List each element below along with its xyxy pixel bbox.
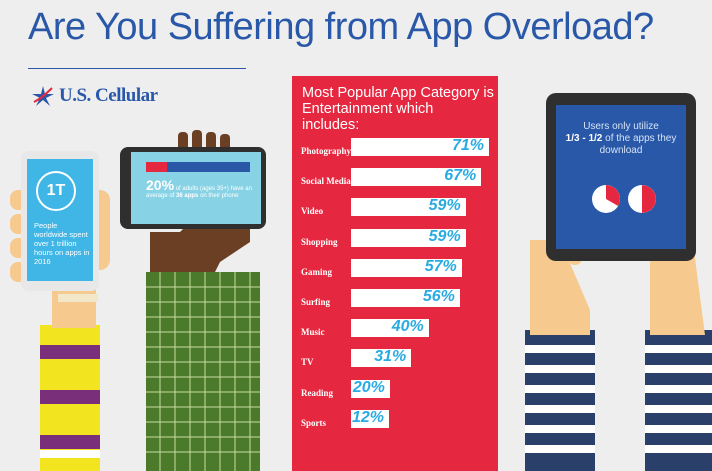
bar-row: Music 40% — [292, 318, 498, 349]
middle-phone-screen: 20% of adults (ages 35+) have an average… — [131, 152, 261, 224]
value-label: 57% — [424, 257, 457, 275]
bar-row: Video 59% — [292, 197, 498, 228]
bar: 57% — [351, 257, 462, 277]
category-label: Photography — [301, 146, 352, 156]
logo: U.S. Cellular — [30, 84, 158, 108]
bar: 12% — [351, 408, 389, 428]
category-label: Surfing — [301, 297, 331, 307]
value-label: 71% — [451, 137, 484, 154]
category-label: Video — [301, 206, 324, 217]
left-phone-stat: People worldwide spent over 1 trillion h… — [34, 221, 90, 266]
chart-title: Most Popular App Category is Entertainme… — [302, 85, 494, 133]
bar-row: Surfing 56% — [292, 288, 498, 319]
bar-row: Photography 71% — [292, 137, 498, 168]
star-logo-icon — [32, 86, 54, 106]
tablet-line1: Users only utilize — [583, 121, 659, 132]
adults-text-after: on their phone — [200, 193, 239, 199]
page-title: Are You Suffering from App Overload? — [28, 6, 654, 48]
middle-phone: 20% of adults (ages 35+) have an average… — [120, 147, 266, 229]
value-label: 59% — [428, 227, 461, 245]
bar: 40% — [351, 318, 429, 338]
title-divider — [28, 68, 246, 69]
pie-slice — [606, 185, 620, 206]
bar-row: Gaming 57% — [292, 257, 498, 289]
category-label: Sports — [301, 417, 327, 428]
bar-row: Shopping 59% — [292, 227, 498, 259]
category-label: Music — [301, 327, 325, 338]
right-tablet: Users only utilize 1/3 - 1/2 of the apps… — [546, 93, 696, 261]
apps-count: 36 apps — [176, 193, 199, 199]
pie-slice — [642, 185, 656, 213]
adults-text-before: of adults (ages 35+) have an average of — [146, 186, 252, 199]
adults-percent: 20% — [146, 177, 175, 193]
bar: 31% — [351, 348, 412, 368]
value-label: 67% — [444, 167, 477, 185]
pie-half — [628, 185, 656, 213]
left-phone: 1T People worldwide spent over 1 trillio… — [21, 151, 99, 291]
value-label: 40% — [391, 318, 424, 336]
pie-third — [592, 185, 620, 213]
bar-row: Sports 12% — [292, 408, 498, 440]
bar-row: TV 31% — [292, 348, 498, 379]
logo-text: U.S. Cellular — [59, 85, 158, 106]
category-label: Social Media — [301, 176, 351, 187]
usage-fraction: 1/3 - 1/2 — [565, 133, 603, 144]
bar: 56% — [351, 288, 460, 307]
tablet-line2: of the apps they download — [599, 133, 677, 156]
adults-progress-fill — [146, 162, 167, 172]
category-label: TV — [301, 357, 314, 368]
middle-phone-stat: 20% of adults (ages 35+) have an average… — [146, 178, 260, 200]
bar-row: Social Media 67% — [292, 167, 498, 198]
value-label: 12% — [351, 408, 384, 426]
tablet-stat: Users only utilize 1/3 - 1/2 of the apps… — [564, 121, 678, 157]
value-label: 59% — [428, 197, 461, 215]
left-phone-screen: 1T People worldwide spent over 1 trillio… — [27, 159, 93, 281]
stat-badge: 1T — [36, 171, 76, 211]
value-label: 31% — [374, 348, 407, 366]
bar: 71% — [351, 137, 489, 156]
right-tablet-screen: Users only utilize 1/3 - 1/2 of the apps… — [556, 105, 686, 249]
chart-panel: Most Popular App Category is Entertainme… — [292, 76, 498, 471]
value-label: 56% — [422, 288, 455, 305]
bar: 59% — [351, 197, 466, 217]
bar: 20% — [351, 378, 390, 398]
value-label: 20% — [352, 378, 385, 396]
category-label: Shopping — [301, 236, 338, 247]
bar: 67% — [351, 167, 482, 187]
category-label: Gaming — [301, 266, 333, 277]
category-label: Reading — [301, 387, 334, 398]
bar: 59% — [351, 227, 466, 247]
bar-row: Reading 20% — [292, 378, 498, 410]
adults-progress-bar — [146, 162, 250, 172]
